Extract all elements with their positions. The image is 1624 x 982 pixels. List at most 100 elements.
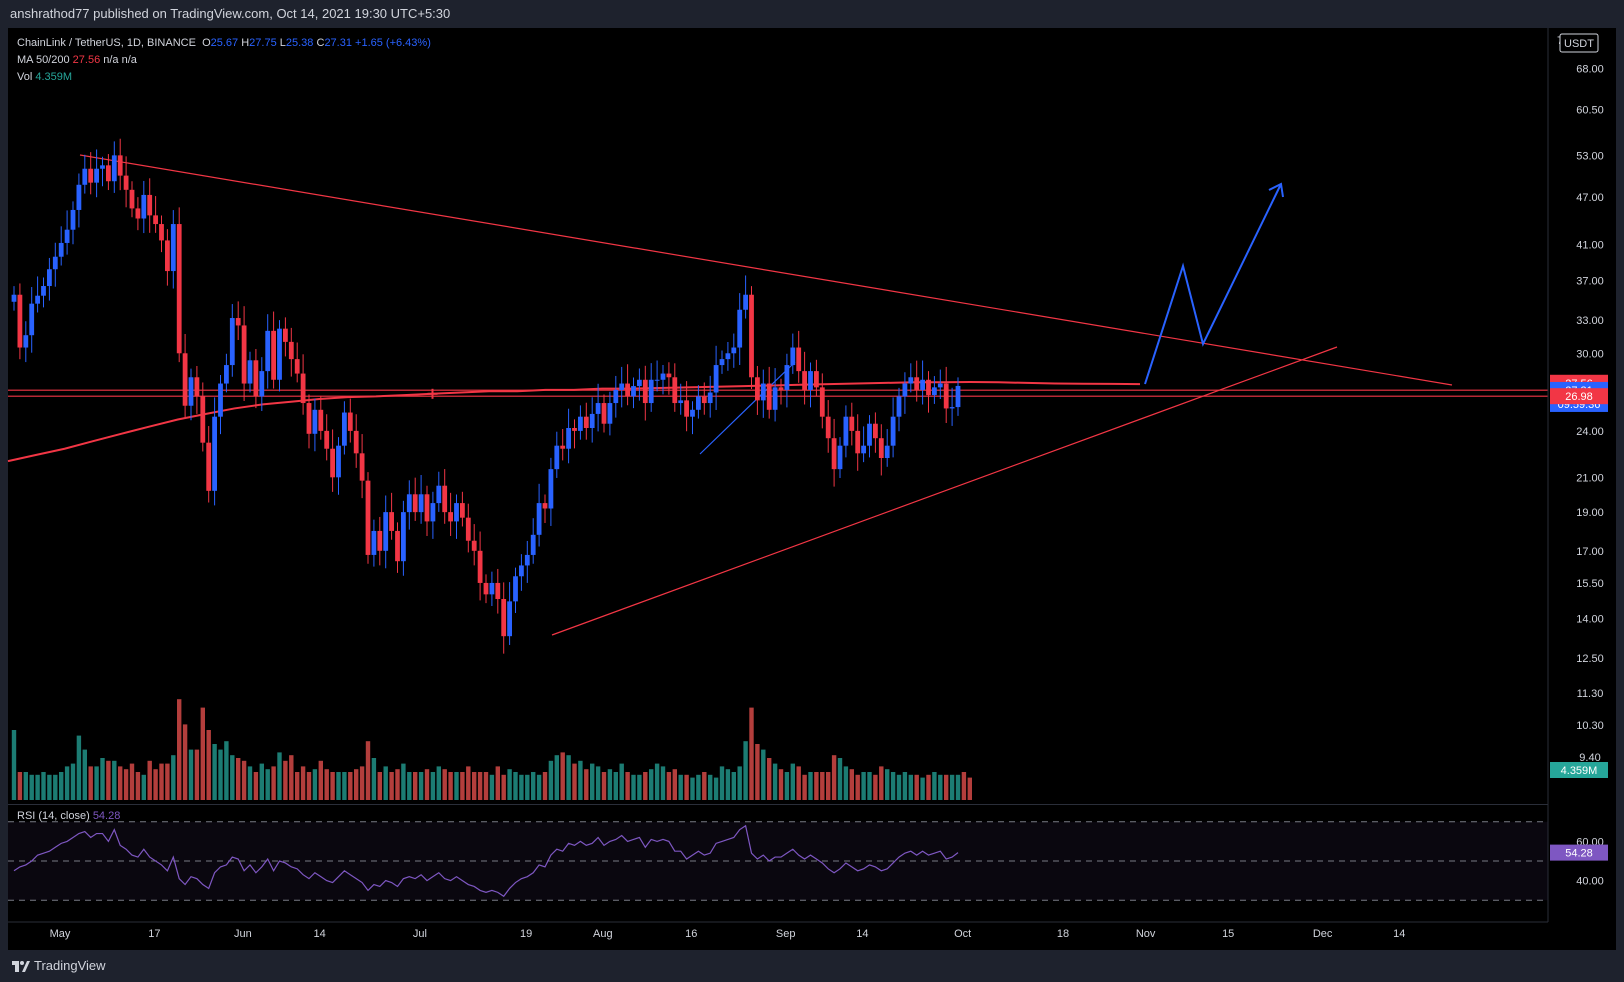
time-tick-label: 18 bbox=[1057, 928, 1069, 940]
volume-bar bbox=[826, 772, 831, 800]
candle-body bbox=[625, 383, 630, 397]
volume-bar bbox=[418, 772, 424, 800]
volume-bar bbox=[560, 752, 565, 800]
volume-bar bbox=[171, 755, 176, 800]
candle-body bbox=[436, 485, 442, 504]
volume-bar bbox=[11, 730, 17, 800]
candle-body bbox=[501, 599, 507, 637]
candle-body bbox=[867, 423, 872, 446]
volume-bar bbox=[955, 774, 961, 800]
candle-body bbox=[318, 409, 324, 431]
candle-body bbox=[35, 295, 40, 304]
volume-bar bbox=[914, 774, 919, 800]
candle-body bbox=[253, 360, 259, 397]
time-tick-label: 14 bbox=[856, 928, 868, 940]
candle-body bbox=[772, 387, 778, 410]
price-tick-label: 19.00 bbox=[1576, 507, 1604, 519]
footer: TradingView bbox=[0, 950, 1624, 982]
candle-body bbox=[666, 373, 672, 378]
volume-bar bbox=[501, 774, 506, 800]
volume-bar bbox=[466, 766, 471, 800]
candle-body bbox=[542, 503, 548, 509]
low-value: 25.38 bbox=[285, 37, 314, 49]
volume-bar bbox=[967, 777, 972, 800]
rsi-legend[interactable]: RSI (14, close) 54.28 bbox=[17, 810, 120, 822]
volume-bar bbox=[731, 772, 736, 800]
candle-body bbox=[401, 512, 406, 562]
volume-bar bbox=[879, 766, 884, 800]
candle-body bbox=[76, 184, 82, 210]
volume-bar bbox=[82, 749, 87, 800]
volume-bar bbox=[690, 777, 695, 800]
volume-bar bbox=[88, 766, 93, 800]
projected-arrowhead-icon bbox=[1268, 182, 1284, 198]
volume-bar bbox=[153, 769, 158, 800]
candle-body bbox=[642, 379, 648, 404]
candle-body bbox=[194, 377, 200, 397]
high-label: H bbox=[241, 37, 250, 49]
candle-body bbox=[601, 403, 607, 424]
candle-body bbox=[861, 445, 866, 454]
legend-row-ma[interactable]: MA 50/200 27.56 n/a n/a bbox=[17, 52, 431, 69]
candle-body bbox=[448, 512, 453, 522]
legend-row-vol[interactable]: Vol 4.359M bbox=[17, 69, 431, 86]
volume-bar bbox=[702, 772, 707, 800]
candle-body bbox=[312, 409, 318, 434]
candle-body bbox=[548, 469, 554, 509]
volume-bar bbox=[961, 772, 967, 800]
time-tick-label: Sep bbox=[776, 928, 796, 940]
ma-label: MA 50/200 bbox=[17, 54, 70, 66]
volume-bar bbox=[873, 774, 878, 800]
volume-bar bbox=[761, 749, 766, 800]
volume-bar bbox=[129, 763, 135, 800]
volume-bar bbox=[631, 774, 636, 800]
volume-bar bbox=[896, 774, 902, 800]
mini-channel-line bbox=[699, 361, 796, 455]
volume-bar bbox=[359, 766, 365, 800]
candle-body bbox=[519, 565, 524, 577]
candle-body bbox=[117, 155, 123, 176]
candle-body bbox=[825, 416, 831, 439]
volume-bar bbox=[64, 766, 70, 800]
candle-body bbox=[914, 377, 920, 390]
candle-body bbox=[153, 215, 158, 225]
candle-body bbox=[902, 383, 908, 397]
volume-bar bbox=[365, 741, 371, 800]
candle-body bbox=[47, 269, 52, 287]
candle-body bbox=[259, 371, 265, 397]
candle-body bbox=[100, 165, 105, 169]
price-tick-label: 9.40 bbox=[1579, 752, 1600, 764]
volume-bar bbox=[678, 774, 683, 800]
candle-body bbox=[11, 294, 17, 302]
candle-body bbox=[324, 430, 330, 449]
footer-brand[interactable]: TradingView bbox=[34, 958, 106, 973]
candle-body bbox=[489, 582, 495, 595]
volume-bar bbox=[489, 774, 495, 800]
candle-body bbox=[200, 396, 206, 443]
volume-bar bbox=[908, 774, 913, 800]
candle-body bbox=[377, 530, 383, 551]
symbol-title[interactable]: ChainLink / TetherUS, 1D, BINANCE bbox=[17, 37, 196, 49]
chart-canvas[interactable]: 68.00 60.50 53.00 47.00 41.00 37.00 33.00 30.00… bbox=[0, 0, 1624, 950]
time-tick-label: May bbox=[50, 928, 71, 940]
candle-body bbox=[589, 413, 595, 428]
volume-bar bbox=[837, 758, 843, 800]
candle-body bbox=[637, 379, 642, 387]
candle-body bbox=[619, 383, 625, 390]
candle-body bbox=[235, 318, 241, 326]
change-value: +1.65 (+6.43%) bbox=[355, 37, 431, 49]
candle-body bbox=[819, 387, 825, 417]
close-label: C bbox=[316, 37, 325, 49]
tradingview-logo-icon[interactable] bbox=[12, 958, 30, 974]
candle-body bbox=[684, 400, 689, 417]
volume-bar bbox=[265, 769, 270, 800]
volume-bar bbox=[625, 772, 630, 800]
candle-body bbox=[796, 347, 802, 372]
volume-bar bbox=[885, 769, 890, 800]
candle-body bbox=[784, 365, 790, 390]
candle-body bbox=[41, 286, 46, 296]
volume-bar bbox=[188, 749, 194, 800]
volume-bar bbox=[194, 749, 200, 800]
volume-bar bbox=[377, 772, 382, 800]
ma-value: 27.56 bbox=[72, 54, 101, 66]
